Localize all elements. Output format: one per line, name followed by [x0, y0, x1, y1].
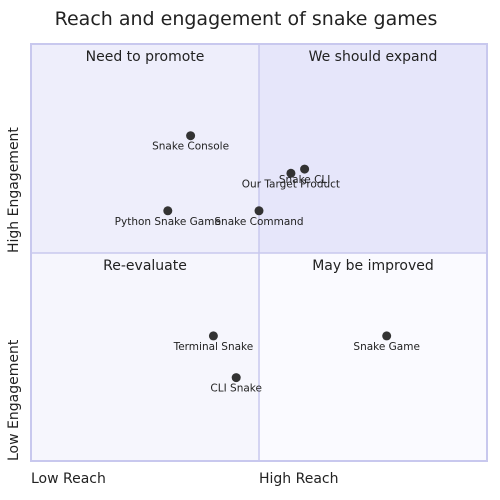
point-marker [286, 168, 296, 178]
quadrant-label-top-right: We should expand [309, 49, 438, 65]
point-marker [208, 331, 218, 341]
point-marker [186, 131, 196, 141]
point-label: Snake Command [214, 216, 303, 228]
point-marker [382, 331, 392, 341]
quadrant-bottom-left [31, 253, 259, 461]
quadrant-label-bottom-left: Re-evaluate [103, 258, 187, 274]
point-marker [300, 164, 310, 174]
x-axis-high-label: High Reach [259, 471, 339, 487]
quadrant-bottom-right [259, 253, 487, 461]
x-axis-low-label: Low Reach [31, 471, 106, 487]
point-label: Snake CLI [279, 174, 331, 186]
point-marker [163, 206, 173, 216]
point-label: Our Target Product [242, 178, 340, 190]
y-axis-low-label: Low Engagement [6, 339, 22, 461]
quadrant-top-left [31, 44, 259, 253]
quadrant-area [30, 43, 488, 462]
point-label: CLI Snake [210, 383, 262, 395]
y-axis-high-label: High Engagement [6, 127, 22, 253]
point-label: Terminal Snake [173, 341, 254, 353]
quadrant-label-bottom-right: May be improved [312, 258, 434, 274]
point-label: Python Snake Game [115, 216, 221, 228]
point-label: Snake Console [152, 141, 229, 153]
point-marker [254, 206, 264, 216]
plot-border [30, 43, 488, 462]
chart-title: Reach and engagement of snake games [55, 8, 438, 30]
point-label: Snake Game [353, 341, 420, 353]
quadrant-top-right [259, 44, 487, 253]
quadrant-label-top-left: Need to promote [86, 49, 205, 65]
point-marker [231, 373, 241, 383]
